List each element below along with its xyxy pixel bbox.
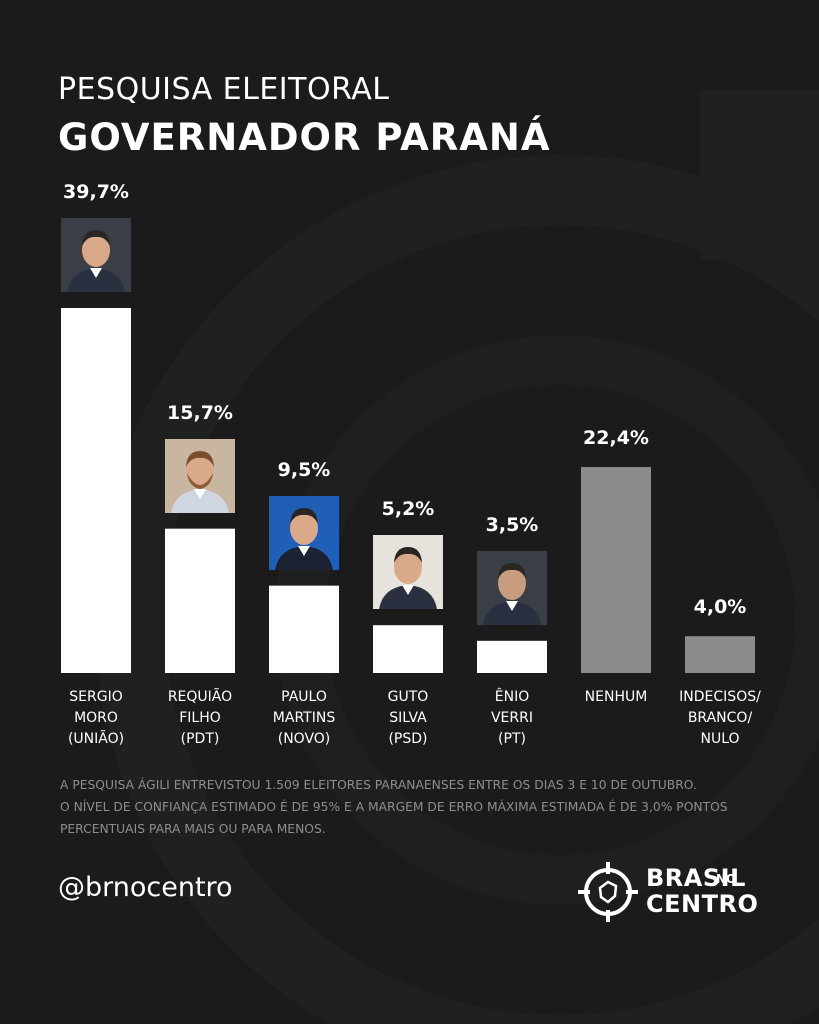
category-label-line: (UNIÃO) xyxy=(67,731,125,747)
category-label-line: (PT) xyxy=(498,731,526,747)
candidate-photo xyxy=(477,550,547,625)
bar xyxy=(165,528,235,673)
logo-word-brasil: BRASIL xyxy=(646,864,746,892)
value-label: 15,7% xyxy=(167,401,233,424)
bar xyxy=(269,585,339,673)
category-label: SERGIO MORO (UNIÃO) xyxy=(36,687,156,750)
value-label: 9,5% xyxy=(277,458,331,481)
category-label-line: INDECISOS/ xyxy=(679,689,761,705)
category-label-line: SERGIO xyxy=(69,689,123,705)
bar xyxy=(477,640,547,673)
header-line-2: GOVERNADOR PARANÁ xyxy=(58,116,551,159)
category-label-line: VERRI xyxy=(490,710,533,726)
value-label: 4,0% xyxy=(693,596,747,619)
category-label-line: GUTO xyxy=(387,689,429,705)
footnote-line: PERCENTUAIS PARA MAIS OU PARA MENOS. xyxy=(60,822,326,836)
category-label-line: MORO xyxy=(74,710,118,726)
value-label: 22,4% xyxy=(583,427,649,450)
category-label: ÊNIO VERRI (PT) xyxy=(452,687,572,750)
footnote: A PESQUISA ÁGILI ENTREVISTOU 1.509 ELEIT… xyxy=(60,774,760,840)
category-label-line: (NOVO) xyxy=(277,731,331,747)
bar xyxy=(581,467,651,673)
header-line-1: PESQUISA ELEITORAL xyxy=(58,72,390,107)
footnote-line: O NÍVEL DE CONFIANÇA ESTIMADO É DE 95% E… xyxy=(60,800,728,814)
bar xyxy=(373,625,443,673)
category-label-line: NULO xyxy=(700,731,740,747)
category-label: REQUIÃO FILHO (PDT) xyxy=(140,687,260,750)
value-label: 39,7% xyxy=(63,181,129,203)
bar xyxy=(61,308,131,673)
category-label-line: SILVA xyxy=(389,710,427,726)
category-label: GUTO SILVA (PSD) xyxy=(348,687,468,750)
candidate-photo xyxy=(269,495,339,570)
footnote-line: A PESQUISA ÁGILI ENTREVISTOU 1.509 ELEIT… xyxy=(60,778,697,792)
category-label-line: (PSD) xyxy=(388,731,428,747)
candidate-photo xyxy=(61,218,131,292)
category-label-line: ÊNIO xyxy=(494,689,530,705)
candidate-photo xyxy=(373,535,443,610)
candidate-photo xyxy=(165,438,235,513)
value-label: 3,5% xyxy=(485,513,539,536)
category-label-line: NENHUM xyxy=(584,689,648,705)
category-label-line: BRANCO/ xyxy=(687,710,753,726)
social-handle: @brnocentro xyxy=(58,872,233,903)
category-label-line: REQUIÃO xyxy=(167,689,233,705)
logo-word-centro: CENTRO xyxy=(646,890,759,918)
category-label-line: FILHO xyxy=(179,710,221,726)
category-label-line: PAULO xyxy=(281,689,327,705)
category-label: INDECISOS/BRANCO/NULO xyxy=(660,687,780,750)
target-map-icon xyxy=(578,862,638,922)
brand-logo: BRASIL NO CENTRO xyxy=(578,858,778,924)
category-label-line: MARTINS xyxy=(272,710,336,726)
category-label-line: (PDT) xyxy=(180,731,220,747)
category-label: NENHUM xyxy=(556,687,676,708)
category-label: PAULO MARTINS (NOVO) xyxy=(244,687,364,750)
logo-word-no: NO xyxy=(716,872,737,886)
value-label: 5,2% xyxy=(381,498,435,521)
bar xyxy=(685,636,755,673)
